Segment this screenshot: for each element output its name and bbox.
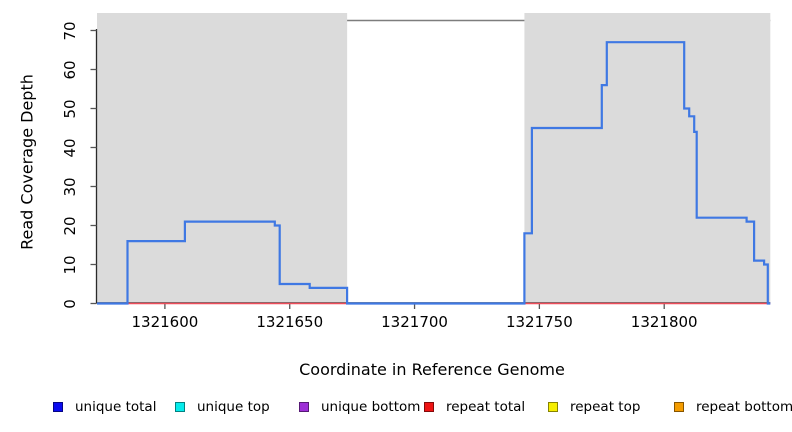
y-tick-label: 0 (61, 298, 79, 309)
y-tick-label: 10 (61, 254, 79, 275)
y-tick-label: 50 (61, 98, 79, 119)
shaded-region (524, 13, 771, 304)
x-axis-label: Coordinate in Reference Genome (299, 360, 565, 379)
x-tick-label: 1321750 (505, 313, 573, 331)
shaded-region (97, 13, 348, 304)
series-line-unique-total (97, 41, 771, 305)
y-tick-label: 20 (61, 215, 79, 236)
y-tick-label: 40 (61, 137, 79, 158)
x-tick-label: 1321650 (256, 313, 324, 331)
y-tick-label: 30 (61, 176, 79, 197)
y-axis-label: Read Coverage Depth (17, 74, 37, 250)
x-tick-label: 1321800 (630, 313, 698, 331)
y-tick-label: 70 (61, 20, 79, 41)
y-tick-label: 60 (61, 59, 79, 80)
x-tick-label: 1321600 (131, 313, 199, 331)
x-tick-label: 1321700 (381, 313, 448, 331)
